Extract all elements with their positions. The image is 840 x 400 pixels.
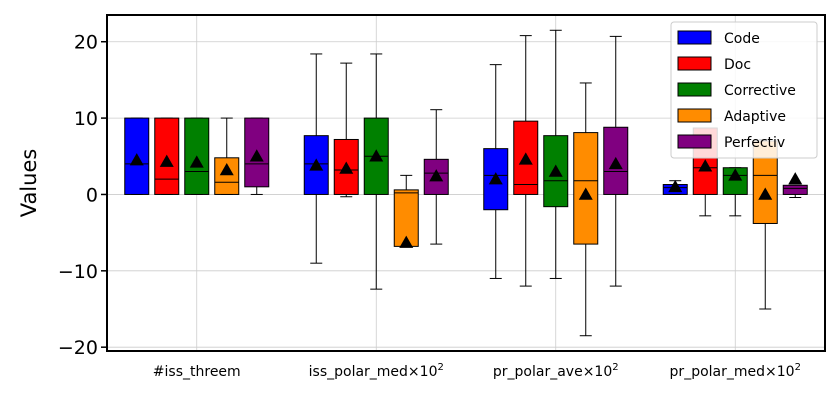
plot-area bbox=[124, 29, 808, 337]
box-body bbox=[782, 184, 808, 195]
mean-marker bbox=[698, 159, 713, 172]
legend-label-adaptive: Adaptive bbox=[724, 109, 786, 125]
axes: −20 −10 0 10 20 #iss_threem iss_polar_med×102 p… bbox=[58, 14, 826, 380]
mean-marker bbox=[548, 164, 563, 177]
box-doc-1 bbox=[333, 62, 359, 198]
box-perfectiv-1 bbox=[423, 109, 449, 245]
legend-swatch-doc bbox=[677, 56, 712, 71]
mean-marker bbox=[578, 187, 593, 200]
mean-marker bbox=[518, 152, 533, 165]
mean-marker bbox=[668, 179, 683, 193]
box-adaptive-2 bbox=[573, 82, 599, 337]
box-perfectiv-0 bbox=[244, 117, 270, 195]
legend-swatch-code bbox=[677, 30, 712, 45]
mean-marker bbox=[758, 187, 773, 200]
box-adaptive-1 bbox=[393, 174, 419, 248]
mean-marker bbox=[369, 149, 384, 162]
mean-marker bbox=[339, 161, 354, 174]
legend: Code Doc Corrective Adaptive Perfectiv bbox=[670, 21, 818, 159]
box-corrective-2 bbox=[543, 29, 569, 279]
x-tick-label: iss_polar_med×102 bbox=[309, 362, 444, 380]
axes-frame bbox=[106, 14, 826, 352]
box-code-1 bbox=[303, 53, 329, 264]
legend-swatch-adaptive bbox=[677, 108, 712, 123]
mean-marker bbox=[608, 156, 623, 170]
box-perfectiv-2 bbox=[603, 35, 629, 287]
legend-label-doc: Doc bbox=[724, 57, 751, 73]
box-doc-2 bbox=[513, 35, 539, 287]
mean-marker bbox=[309, 158, 324, 171]
y-tick-label: 20 bbox=[74, 32, 98, 54]
mean-marker bbox=[728, 168, 743, 181]
y-axis-label: Values bbox=[17, 149, 41, 218]
x-tick-label: #iss_threem bbox=[153, 364, 241, 380]
box-corrective-0 bbox=[184, 117, 210, 195]
box-adaptive-0 bbox=[214, 117, 240, 195]
legend-label-perfectiv: Perfectiv bbox=[724, 135, 785, 151]
mean-marker bbox=[159, 154, 174, 167]
x-tick-label: pr_polar_med×102 bbox=[670, 362, 801, 380]
mean-marker bbox=[788, 172, 803, 185]
legend-swatch-perfectiv bbox=[677, 134, 712, 149]
legend-swatch-corrective bbox=[677, 82, 712, 97]
mean-marker bbox=[488, 172, 503, 185]
legend-frame bbox=[670, 21, 818, 159]
mean-marker bbox=[189, 155, 204, 168]
mean-marker bbox=[399, 235, 414, 248]
mean-marker bbox=[249, 149, 264, 162]
y-tick-label: 0 bbox=[86, 184, 98, 206]
box-adaptive-3 bbox=[752, 138, 778, 310]
y-tick-label: 10 bbox=[74, 108, 98, 130]
mean-marker bbox=[429, 169, 444, 182]
legend-label-corrective: Corrective bbox=[724, 83, 796, 99]
y-tick-label: −10 bbox=[58, 261, 98, 283]
box-perfectiv-3 bbox=[782, 172, 808, 199]
box-code-0 bbox=[124, 117, 150, 195]
x-tick-label: pr_polar_ave×102 bbox=[493, 362, 619, 380]
box-doc-0 bbox=[154, 117, 180, 195]
box-corrective-3 bbox=[722, 167, 748, 217]
box-code-3 bbox=[662, 179, 688, 195]
box-code-2 bbox=[483, 64, 509, 279]
box-body bbox=[573, 132, 599, 245]
mean-marker bbox=[219, 163, 234, 176]
y-tick-label: −20 bbox=[58, 337, 98, 359]
legend-label-code: Code bbox=[724, 31, 760, 47]
box-corrective-1 bbox=[363, 53, 389, 290]
mean-marker bbox=[129, 153, 144, 166]
